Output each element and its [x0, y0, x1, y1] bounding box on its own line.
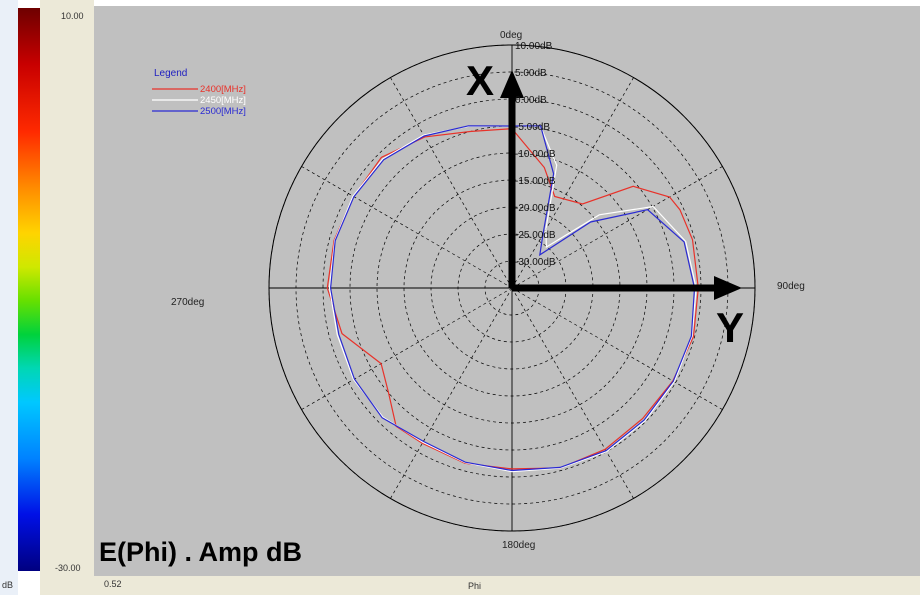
x-axis-arrowhead — [500, 70, 524, 98]
polar-spoke — [511, 287, 634, 499]
radial-tick-label: -30.00dB — [515, 257, 556, 268]
radial-tick-label: -5.00dB — [515, 122, 550, 133]
polar-spoke — [390, 77, 513, 289]
bottom-status-bar: 0.52 Phi — [94, 576, 920, 595]
colorbar-unit-label: dB — [2, 580, 14, 590]
series-line-2500mhz — [329, 125, 696, 472]
polar-spoke — [301, 166, 513, 289]
angle-label: 270deg — [171, 297, 204, 308]
color-scale-bar — [18, 8, 40, 571]
angle-label: 0deg — [500, 30, 522, 41]
radial-tick-label: -25.00dB — [515, 230, 556, 241]
polar-spoke — [511, 287, 723, 410]
legend-entry: 2500[MHz] — [200, 106, 246, 117]
angle-label: 180deg — [502, 540, 535, 551]
footer-axis-label: Phi — [468, 581, 482, 591]
colorbar-label-panel: 10.00 -30.00 — [40, 0, 94, 595]
plot-panel — [94, 6, 920, 576]
chart-title: E(Phi) . Amp dB — [99, 537, 302, 567]
legend-entry: 2400[MHz] — [200, 84, 246, 95]
colorbar-min-label: -30.00 — [55, 563, 81, 573]
radial-tick-label: 0.00dB — [515, 95, 547, 106]
legend-title: Legend — [154, 68, 187, 79]
radial-tick-label: 10.00dB — [515, 41, 553, 52]
y-axis-annotation: Y — [716, 304, 744, 351]
left-edge-strip — [0, 0, 18, 595]
angle-label: 90deg — [777, 281, 805, 292]
polar-spoke — [301, 287, 513, 410]
legend-entry: 2450[MHz] — [200, 95, 246, 106]
polar-spoke — [511, 166, 723, 289]
series-line-2450mhz — [328, 125, 697, 473]
polar-spoke — [390, 287, 513, 499]
radial-tick-label: -10.00dB — [515, 149, 556, 160]
radial-tick-label: 5.00dB — [515, 68, 547, 79]
radial-tick-label: -15.00dB — [515, 176, 556, 187]
y-axis-arrowhead — [714, 276, 742, 300]
polar-spoke — [511, 77, 634, 289]
radial-tick-label: -20.00dB — [515, 203, 556, 214]
footer-left-value: 0.52 — [104, 579, 122, 589]
x-axis-annotation: X — [466, 57, 494, 104]
colorbar-max-label: 10.00 — [61, 11, 84, 21]
